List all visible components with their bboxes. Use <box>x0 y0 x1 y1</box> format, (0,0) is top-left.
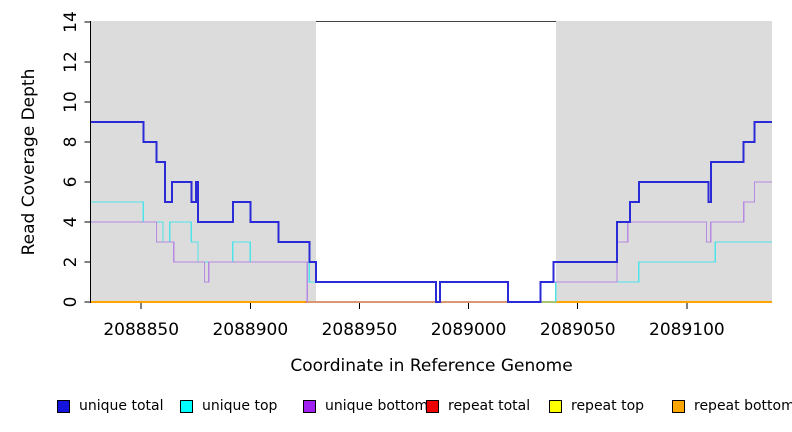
y-axis-tick-label: 8 <box>61 137 81 148</box>
legend-label: unique bottom <box>325 398 429 414</box>
legend-label: repeat total <box>448 398 531 414</box>
y-axis-tick-label: 10 <box>61 91 81 113</box>
y-axis-tick-label: 6 <box>61 177 81 188</box>
legend-label: unique total <box>79 398 164 414</box>
legend-swatch-icon <box>549 399 562 413</box>
coverage-chart: 2088850 2088900 2088950 2089000 2089050 20891… <box>61 11 772 340</box>
x-axis-tick-label: 2088950 <box>322 320 398 340</box>
legend-item-repeat-bottom: repeat bottom <box>672 396 792 416</box>
legend: unique total unique top unique bottom repea… <box>57 396 792 416</box>
legend-swatch-icon <box>426 399 439 413</box>
legend-item-repeat-top: repeat top <box>549 396 672 416</box>
x-axis-tick-label: 2089050 <box>540 320 616 340</box>
legend-swatch-icon <box>180 399 193 413</box>
legend-label: unique top <box>202 398 278 414</box>
legend-swatch-icon <box>672 399 685 413</box>
legend-swatch-icon <box>57 399 70 413</box>
legend-label: repeat top <box>571 398 645 414</box>
y-axis-tick-label: 12 <box>61 51 81 73</box>
x-axis-tick-label: 2089100 <box>649 320 725 340</box>
legend-item-unique-top: unique top <box>180 396 303 416</box>
y-axis-tick-label: 2 <box>61 257 81 268</box>
legend-item-unique-total: unique total <box>57 396 180 416</box>
x-axis-tick-label: 2089000 <box>431 320 507 340</box>
y-axis-title: Read Coverage Depth <box>19 68 39 256</box>
x-axis-title: Coordinate in Reference Genome <box>290 356 573 376</box>
x-axis-tick-label: 2088900 <box>212 320 288 340</box>
y-axis-tick-label: 4 <box>61 217 81 228</box>
legend-label: repeat bottom <box>694 398 792 414</box>
legend-item-unique-bottom: unique bottom <box>303 396 429 416</box>
x-axis-tick-label: 2088850 <box>103 320 179 340</box>
series-line-unique-total <box>91 121 772 303</box>
legend-item-repeat-total: repeat total <box>426 396 549 416</box>
legend-swatch-icon <box>303 399 316 413</box>
shaded-region <box>91 21 316 303</box>
y-axis-tick-label: 0 <box>61 297 81 308</box>
series-line-unique-bottom <box>91 181 772 303</box>
y-axis-tick-label: 14 <box>61 11 81 33</box>
